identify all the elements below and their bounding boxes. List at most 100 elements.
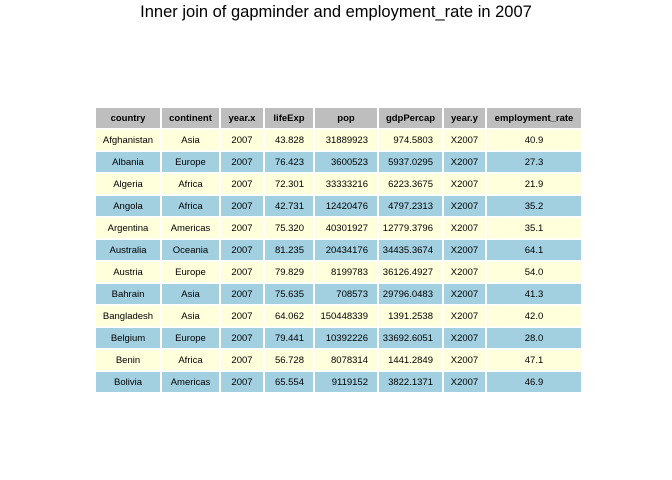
table-row: Afghanistan Asia 2007 43.828 31889923 974.580… <box>96 130 581 150</box>
table-cell: 1391.2538 <box>379 306 442 326</box>
table-cell: Europe <box>162 262 219 282</box>
table-cell: Benin <box>96 350 160 370</box>
table-cell: Austria <box>96 262 160 282</box>
table-cell: 35.1 <box>487 218 581 238</box>
table-cell: X2007 <box>444 174 485 194</box>
table-cell: 2007 <box>221 328 263 348</box>
table-cell: Americas <box>162 372 219 392</box>
table-row: Albania Europe 2007 76.423 3600523 5937.0295 X… <box>96 152 581 172</box>
table-cell: 20434176 <box>315 240 377 260</box>
table-cell: 54.0 <box>487 262 581 282</box>
table-cell: X2007 <box>444 306 485 326</box>
table-cell: 43.828 <box>265 130 313 150</box>
table-cell: 3822.1371 <box>379 372 442 392</box>
table-cell: 72.301 <box>265 174 313 194</box>
table-cell: X2007 <box>444 372 485 392</box>
table-cell: 64.1 <box>487 240 581 260</box>
table-cell: 2007 <box>221 152 263 172</box>
column-header: employment_rate <box>487 108 581 128</box>
table-cell: 12779.3796 <box>379 218 442 238</box>
table-row: Benin Africa 2007 56.728 8078314 1441.2849 X20… <box>96 350 581 370</box>
table-cell: 708573 <box>315 284 377 304</box>
table-cell: 79.829 <box>265 262 313 282</box>
table-cell: X2007 <box>444 240 485 260</box>
table-cell: 2007 <box>221 372 263 392</box>
table-cell: 36126.4927 <box>379 262 442 282</box>
column-header: pop <box>315 108 377 128</box>
table-cell: Bangladesh <box>96 306 160 326</box>
table-cell: X2007 <box>444 262 485 282</box>
table-cell: Argentina <box>96 218 160 238</box>
table-cell: X2007 <box>444 130 485 150</box>
table-cell: Asia <box>162 306 219 326</box>
table-cell: 75.320 <box>265 218 313 238</box>
table-cell: 40.9 <box>487 130 581 150</box>
table-cell: 33333216 <box>315 174 377 194</box>
table-cell: 42.0 <box>487 306 581 326</box>
table-cell: 79.441 <box>265 328 313 348</box>
table-cell: Europe <box>162 328 219 348</box>
table-cell: 8199783 <box>315 262 377 282</box>
table-row: Algeria Africa 2007 72.301 33333216 6223.3675… <box>96 174 581 194</box>
table-row: Angola Africa 2007 42.731 12420476 4797.2313 X… <box>96 196 581 216</box>
table-cell: Bolivia <box>96 372 160 392</box>
column-header: country <box>96 108 160 128</box>
table-row: Bangladesh Asia 2007 64.062 150448339 1391.25… <box>96 306 581 326</box>
table-cell: Europe <box>162 152 219 172</box>
column-header: year.y <box>444 108 485 128</box>
table-cell: 8078314 <box>315 350 377 370</box>
table-cell: 21.9 <box>487 174 581 194</box>
table-cell: Albania <box>96 152 160 172</box>
column-header: gdpPercap <box>379 108 442 128</box>
table-cell: 81.235 <box>265 240 313 260</box>
column-header: continent <box>162 108 219 128</box>
table-cell: Oceania <box>162 240 219 260</box>
table-cell: 6223.3675 <box>379 174 442 194</box>
table-cell: 10392226 <box>315 328 377 348</box>
table-cell: 2007 <box>221 240 263 260</box>
column-header: year.x <box>221 108 263 128</box>
table-cell: X2007 <box>444 284 485 304</box>
table-cell: Afghanistan <box>96 130 160 150</box>
table-row: Argentina Americas 2007 75.320 40301927 12779… <box>96 218 581 238</box>
table-cell: 65.554 <box>265 372 313 392</box>
table-cell: Australia <box>96 240 160 260</box>
table-cell: 150448339 <box>315 306 377 326</box>
table-cell: Belgium <box>96 328 160 348</box>
table-cell: Africa <box>162 196 219 216</box>
table-cell: 64.062 <box>265 306 313 326</box>
table-cell: 41.3 <box>487 284 581 304</box>
table-cell: 28.0 <box>487 328 581 348</box>
table-cell: 27.3 <box>487 152 581 172</box>
table-cell: Asia <box>162 130 219 150</box>
table-cell: 2007 <box>221 284 263 304</box>
table-cell: 2007 <box>221 350 263 370</box>
table-cell: Africa <box>162 350 219 370</box>
table-cell: 75.635 <box>265 284 313 304</box>
table-body: Afghanistan Asia 2007 43.828 31889923 974.580… <box>96 130 581 392</box>
table-cell: 1441.2849 <box>379 350 442 370</box>
table-header-row: country continent year.x lifeExp pop gdpPerca… <box>96 108 581 128</box>
table-cell: 35.2 <box>487 196 581 216</box>
table-row: Bolivia Americas 2007 65.554 9119152 3822.137… <box>96 372 581 392</box>
table-cell: 46.9 <box>487 372 581 392</box>
table-cell: 12420476 <box>315 196 377 216</box>
table-row: Australia Oceania 2007 81.235 20434176 34435.… <box>96 240 581 260</box>
table-cell: X2007 <box>444 350 485 370</box>
table-cell: X2007 <box>444 196 485 216</box>
table-cell: Africa <box>162 174 219 194</box>
data-table: country continent year.x lifeExp pop gdpPerca… <box>94 106 583 394</box>
table-cell: 42.731 <box>265 196 313 216</box>
table-cell: X2007 <box>444 328 485 348</box>
table-cell: X2007 <box>444 152 485 172</box>
column-header: lifeExp <box>265 108 313 128</box>
table-row: Bahrain Asia 2007 75.635 708573 29796.0483 X20… <box>96 284 581 304</box>
table-row: Austria Europe 2007 79.829 8199783 36126.4927… <box>96 262 581 282</box>
table-cell: 9119152 <box>315 372 377 392</box>
table-cell: 3600523 <box>315 152 377 172</box>
table-cell: 47.1 <box>487 350 581 370</box>
table-cell: 33692.6051 <box>379 328 442 348</box>
table-row: Belgium Europe 2007 79.441 10392226 33692.605… <box>96 328 581 348</box>
table-cell: 2007 <box>221 262 263 282</box>
table-cell: 2007 <box>221 196 263 216</box>
